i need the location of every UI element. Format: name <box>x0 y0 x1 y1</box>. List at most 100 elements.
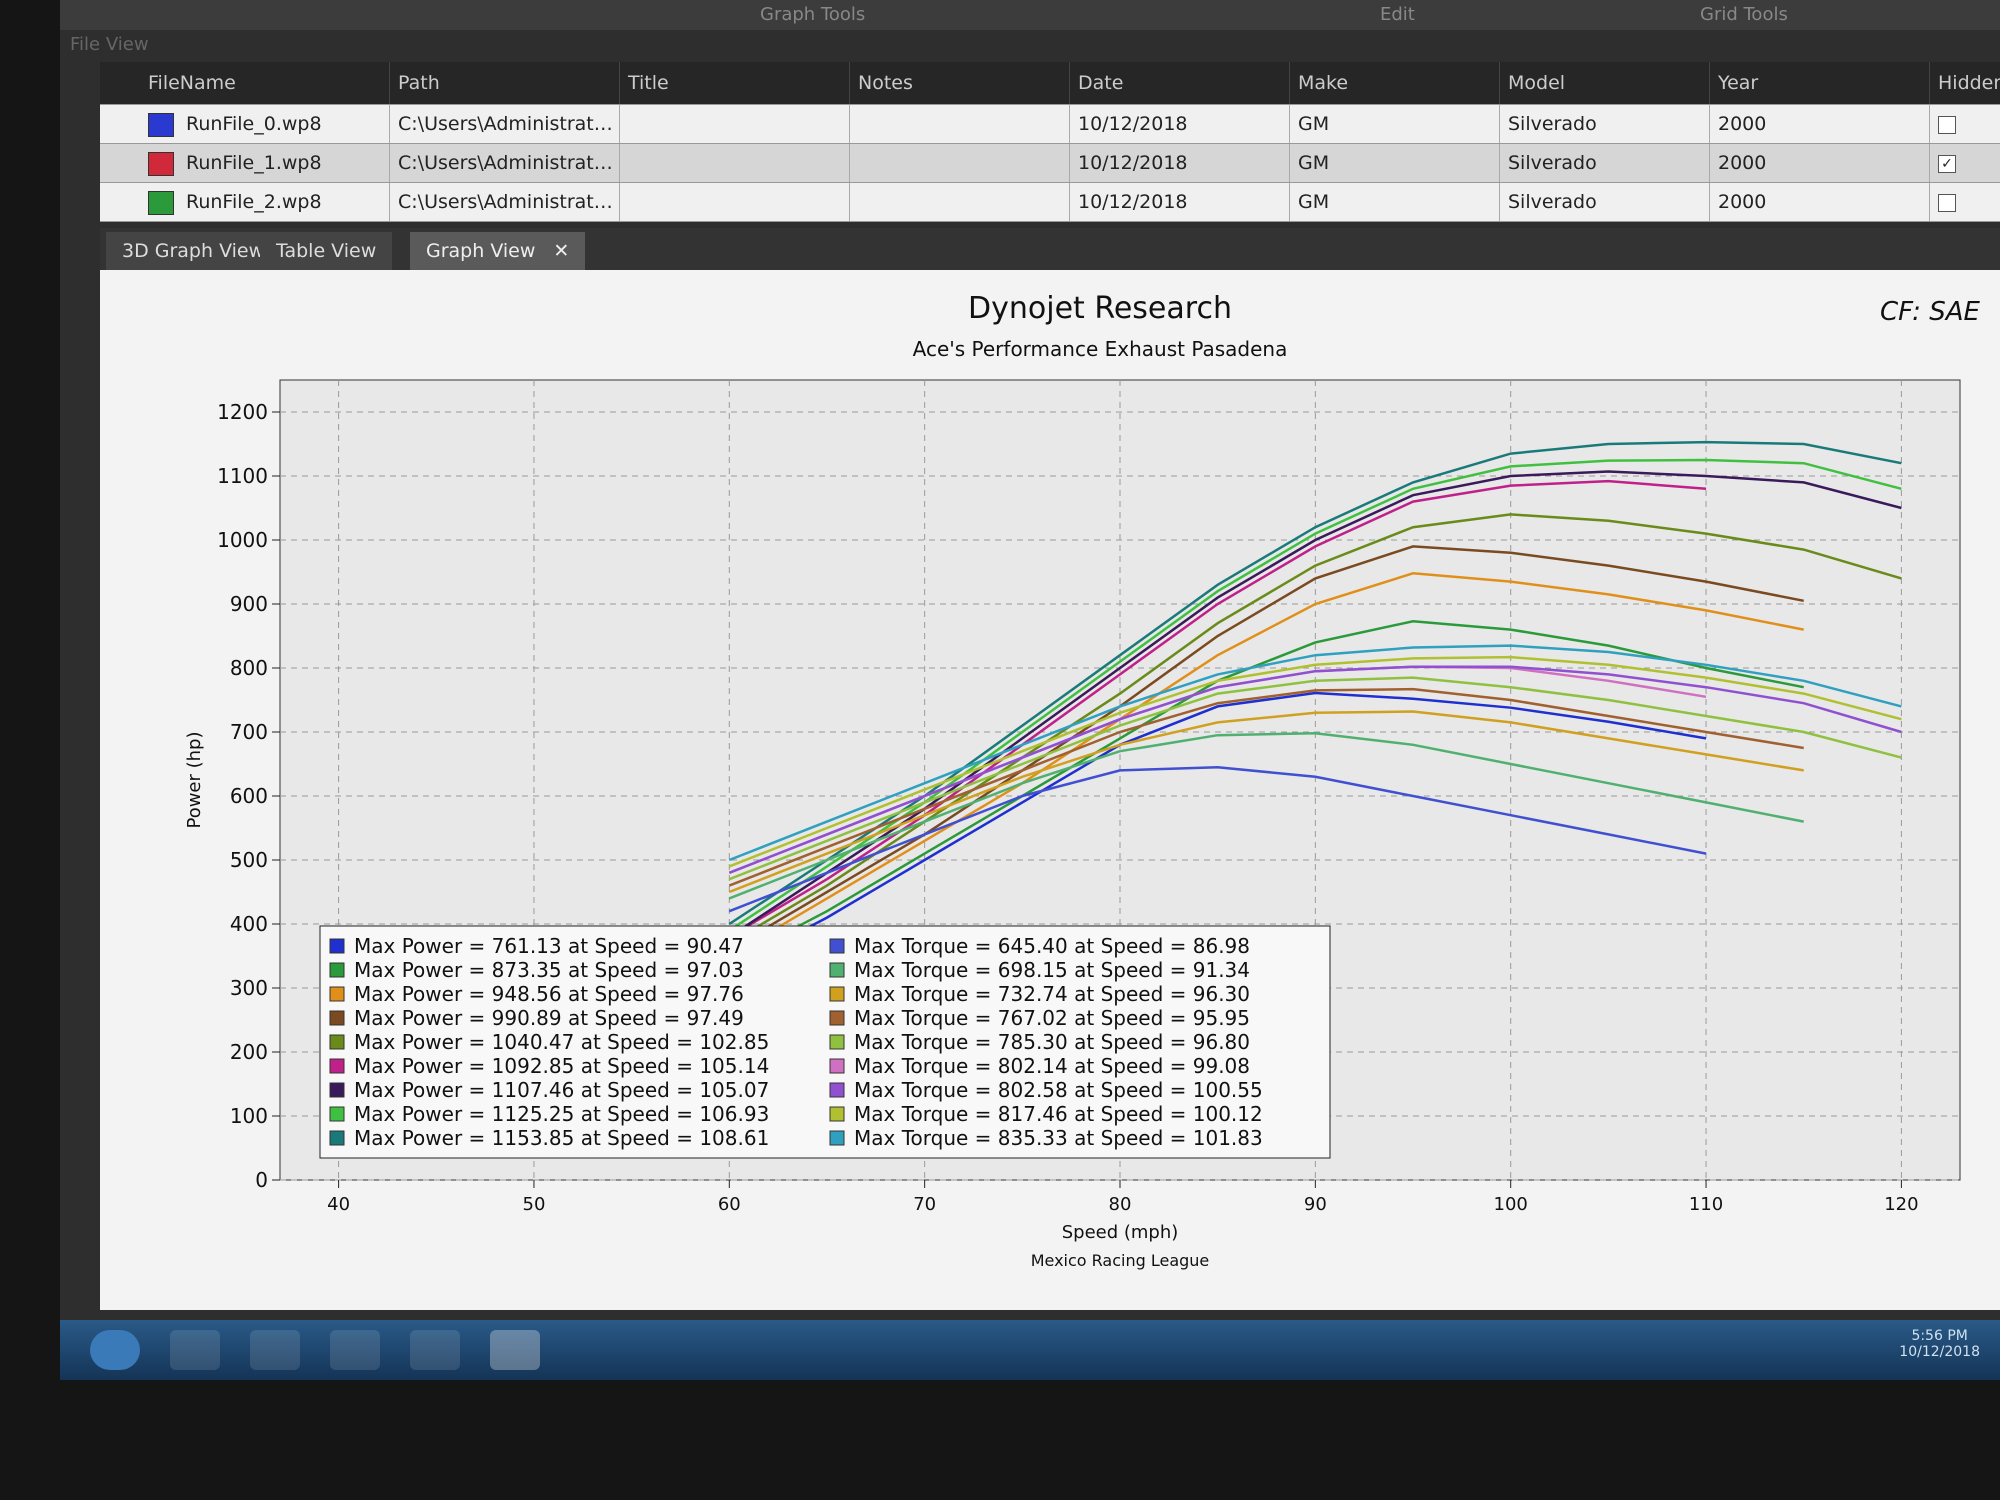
chart: Dynojet Research Ace's Performance Exhau… <box>100 270 2000 1310</box>
legend-swatch <box>829 1130 845 1146</box>
table-cell: GM <box>1290 105 1500 143</box>
legend-label: Max Torque = 732.74 at Speed = 96.30 <box>854 982 1250 1006</box>
legend-label: Max Torque = 817.46 at Speed = 100.12 <box>854 1102 1263 1126</box>
legend-swatch <box>329 1034 345 1050</box>
data-line <box>728 732 1804 900</box>
table-cell <box>620 144 850 182</box>
tab[interactable]: 3D Graph View <box>106 232 281 270</box>
table-cell: C:\Users\Administrat… <box>390 144 620 182</box>
legend-label: Max Torque = 802.14 at Speed = 99.08 <box>854 1054 1250 1078</box>
legend-label: Max Torque = 785.30 at Speed = 96.80 <box>854 1030 1250 1054</box>
table-cell: C:\Users\Administrat… <box>390 105 620 143</box>
legend-label: Max Torque = 835.33 at Speed = 101.83 <box>854 1126 1263 1150</box>
legend-label: Max Torque = 802.58 at Speed = 100.55 <box>854 1078 1263 1102</box>
clock: 5:56 PM 10/12/2018 <box>1899 1328 1980 1360</box>
legend-label: Max Power = 1125.25 at Speed = 106.93 <box>354 1102 769 1126</box>
table-cell: 10/12/2018 <box>1070 105 1290 143</box>
table-cell: RunFile_1.wp8 <box>140 144 390 182</box>
y-tick-label: 100 <box>230 1104 268 1128</box>
clock-time: 5:56 PM <box>1911 1328 1968 1344</box>
table-cell: 10/12/2018 <box>1070 183 1290 221</box>
file-color-swatch <box>148 151 174 176</box>
cell-text: C:\Users\Administrat… <box>398 191 613 213</box>
hidden-checkbox[interactable] <box>1938 193 1956 212</box>
legend-label: Max Torque = 698.15 at Speed = 91.34 <box>854 958 1250 982</box>
column-header: Model <box>1500 62 1710 104</box>
cell-text: 2000 <box>1718 191 1767 213</box>
y-tick-label: 1000 <box>217 528 268 552</box>
legend-swatch <box>829 938 845 954</box>
legend-swatch <box>829 1010 845 1026</box>
hidden-checkbox[interactable]: ✓ <box>1938 154 1956 173</box>
menu-item[interactable]: Grid Tools <box>1700 4 1788 25</box>
y-tick-label: 600 <box>230 784 268 808</box>
table-cell: 2000 <box>1710 144 1930 182</box>
legend-label: Max Power = 1040.47 at Speed = 102.85 <box>354 1030 769 1054</box>
y-tick-label: 1200 <box>217 400 268 424</box>
column-header: FileName <box>140 62 390 104</box>
hidden-checkbox[interactable] <box>1938 115 1956 134</box>
taskbar-app[interactable] <box>170 1330 220 1370</box>
x-tick-label: 50 <box>523 1194 546 1215</box>
taskbar: 5:56 PM 10/12/2018 <box>60 1320 2000 1380</box>
table-cell: Silverado <box>1500 105 1710 143</box>
column-header: Hidden <box>1930 62 2000 104</box>
chart-subtitle: Ace's Performance Exhaust Pasadena <box>913 337 1288 361</box>
tab[interactable]: Table View <box>260 232 393 270</box>
legend-swatch <box>329 1082 345 1098</box>
tab[interactable]: Graph View ✕ <box>410 232 586 270</box>
table-row[interactable]: RunFile_2.wp8 C:\Users\Administrat… 10/12/… <box>100 183 2000 222</box>
table-cell <box>850 105 1070 143</box>
table-cell <box>1930 183 2000 221</box>
cell-text: 2000 <box>1718 152 1767 174</box>
y-tick-label: 500 <box>230 848 268 872</box>
taskbar-app[interactable] <box>410 1330 460 1370</box>
table-cell: RunFile_0.wp8 <box>140 105 390 143</box>
taskbar-app[interactable] <box>250 1330 300 1370</box>
cell-text: 2000 <box>1718 113 1767 135</box>
legend-swatch <box>829 1106 845 1122</box>
cell-text: GM <box>1298 113 1330 135</box>
data-line <box>728 665 1902 874</box>
x-tick-label: 60 <box>718 1194 741 1215</box>
column-header: Path <box>390 62 620 104</box>
data-line <box>728 687 1804 887</box>
table-row[interactable]: RunFile_1.wp8 C:\Users\Administrat… 10/12/… <box>100 144 2000 183</box>
y-tick-label: 900 <box>230 592 268 616</box>
screen: Graph Tools Edit Grid Tools File View Fi… <box>60 0 2000 1380</box>
table-header: FileName Path Title Notes Date Make Model Year H… <box>100 62 2000 105</box>
x-tick-label: 40 <box>327 1194 350 1215</box>
legend-label: Max Power = 990.89 at Speed = 97.49 <box>354 1006 744 1030</box>
cell-text: RunFile_1.wp8 <box>186 152 322 174</box>
table-cell: 2000 <box>1710 105 1930 143</box>
table-cell: Silverado <box>1500 144 1710 182</box>
legend-label: Max Power = 1092.85 at Speed = 105.14 <box>354 1054 769 1078</box>
chart-footer: Mexico Racing League <box>1031 1251 1210 1270</box>
legend-swatch <box>329 962 345 978</box>
table-cell: RunFile_2.wp8 <box>140 183 390 221</box>
table-cell: GM <box>1290 144 1500 182</box>
menu-item[interactable]: Edit <box>1380 4 1415 25</box>
cell-text: 10/12/2018 <box>1078 152 1188 174</box>
data-line <box>728 644 1902 862</box>
x-tick-label: 120 <box>1884 1194 1918 1215</box>
legend-label: Max Power = 948.56 at Speed = 97.76 <box>354 982 744 1006</box>
column-header: Year <box>1710 62 1930 104</box>
data-line <box>728 572 1804 958</box>
cell-text: 10/12/2018 <box>1078 191 1188 213</box>
y-tick-label: 700 <box>230 720 268 744</box>
taskbar-app[interactable] <box>330 1330 380 1370</box>
data-line <box>728 620 1804 964</box>
table-cell <box>1930 105 2000 143</box>
taskbar-app[interactable] <box>490 1330 540 1370</box>
table-cell <box>620 183 850 221</box>
start-button[interactable] <box>90 1330 140 1370</box>
table-row[interactable]: RunFile_0.wp8 C:\Users\Administrat… 10/12/… <box>100 105 2000 144</box>
legend-label: Max Power = 761.13 at Speed = 90.47 <box>354 934 744 958</box>
y-axis-label: Power (hp) <box>184 731 205 828</box>
menu-item[interactable]: Graph Tools <box>760 4 866 25</box>
x-axis-label: Speed (mph) <box>1062 1222 1179 1243</box>
data-line <box>728 676 1902 881</box>
correction-factor: CF: SAE <box>1880 297 1980 327</box>
